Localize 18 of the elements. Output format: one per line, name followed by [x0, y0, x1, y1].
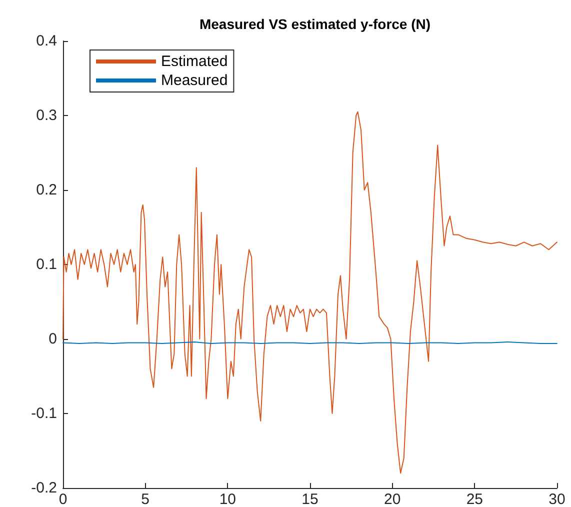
x-tick-label: 15	[302, 491, 318, 507]
y-tick-label: 0.1	[36, 256, 57, 273]
x-tick-label: 30	[548, 491, 566, 507]
legend-label: Measured	[161, 72, 228, 89]
legend-label: Estimated	[161, 53, 228, 70]
y-tick-label: -0.2	[31, 480, 57, 496]
y-tick-label: -0.1	[31, 405, 57, 422]
x-tick-label: 25	[466, 491, 484, 507]
y-tick-label: 0.3	[36, 107, 57, 124]
line-series	[62, 111, 558, 474]
x-tick-label: 10	[219, 491, 236, 507]
x-tick-label: 20	[384, 491, 401, 507]
y-tick-label: 0	[48, 330, 57, 348]
chart-title: Measured VS estimated y-force (N)	[199, 16, 431, 32]
x-tick-label: 0	[58, 491, 68, 507]
y-tick-label: 0.4	[36, 32, 57, 50]
x-tick-label: 5	[141, 491, 150, 507]
y-tick-label: 0.2	[36, 182, 57, 198]
